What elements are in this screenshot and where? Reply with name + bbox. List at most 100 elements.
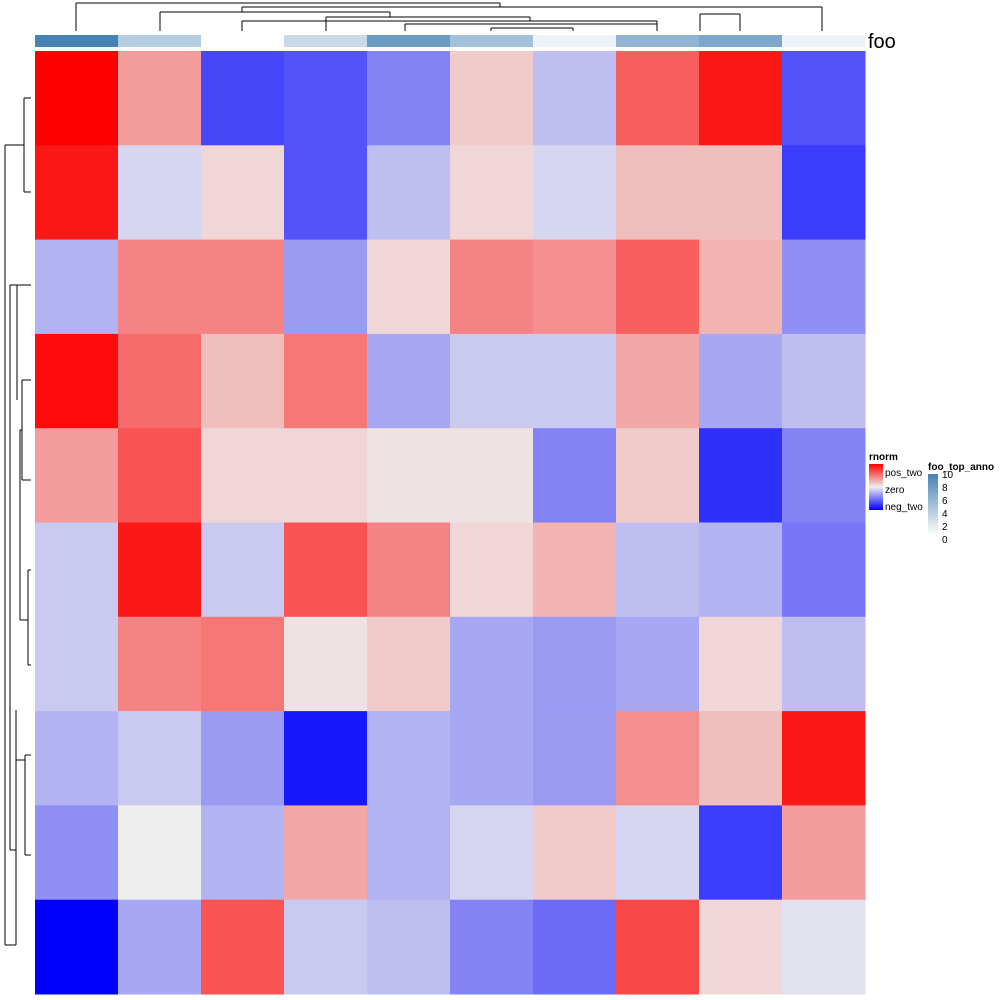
heatmap-cell	[782, 899, 866, 995]
heatmap-cell	[450, 428, 534, 523]
heatmap-cell	[450, 333, 534, 429]
heatmap-body	[35, 51, 866, 995]
heatmap-cell	[699, 428, 783, 523]
annotation-cell	[533, 35, 617, 47]
heatmap-cell	[367, 428, 451, 523]
heatmap-cell	[782, 711, 866, 806]
legend-label-foo-top-anno: 2	[942, 522, 948, 533]
heatmap-cell	[118, 145, 202, 241]
heatmap-cell	[284, 428, 368, 523]
heatmap-cell	[533, 239, 617, 335]
heatmap-cell	[35, 239, 119, 335]
heatmap-cell	[284, 145, 368, 241]
legend-colorbar-rnorm	[869, 464, 883, 510]
heatmap-cell	[201, 333, 285, 429]
heatmap-cell	[367, 239, 451, 335]
heatmap-cell	[699, 805, 783, 901]
heatmap-cell	[699, 899, 783, 995]
heatmap-cell	[118, 616, 202, 712]
heatmap-cell	[118, 805, 202, 901]
heatmap-cell	[284, 239, 368, 335]
heatmap-cell	[367, 616, 451, 712]
heatmap-cell	[616, 616, 700, 712]
heatmap-cell	[699, 333, 783, 429]
heatmap-cell	[699, 145, 783, 241]
heatmap-cell	[35, 51, 119, 146]
heatmap-cell	[782, 145, 866, 241]
heatmap-cell	[699, 522, 783, 618]
heatmap-cell	[35, 616, 119, 712]
heatmap-cell	[616, 428, 700, 523]
heatmap-cell	[118, 428, 202, 523]
heatmap-cell	[533, 616, 617, 712]
heatmap-cell	[201, 711, 285, 806]
legend-title-foo-top-anno: foo_top_anno	[928, 462, 994, 473]
legend-label-rnorm: pos_two	[885, 468, 923, 479]
heatmap-cell	[118, 239, 202, 335]
heatmap-cell	[450, 522, 534, 618]
heatmap-cell	[284, 522, 368, 618]
heatmap-cell	[616, 805, 700, 901]
annotation-cell	[616, 35, 700, 47]
heatmap-cell	[284, 899, 368, 995]
heatmap-cell	[450, 239, 534, 335]
heatmap-cell	[118, 51, 202, 146]
heatmap-cell	[699, 239, 783, 335]
annotation-cell	[450, 35, 534, 47]
annotation-cell	[35, 35, 119, 47]
heatmap-cell	[367, 899, 451, 995]
heatmap-cell	[450, 51, 534, 146]
heatmap-cell	[782, 805, 866, 901]
heatmap-cell	[782, 51, 866, 146]
heatmap-cell	[533, 711, 617, 806]
heatmap-cell	[284, 805, 368, 901]
heatmap-cell	[201, 51, 285, 146]
annotation-cell	[782, 35, 866, 47]
heatmap-cell	[367, 522, 451, 618]
heatmap-cell	[450, 145, 534, 241]
annotation-cell	[118, 35, 202, 47]
heatmap-cell	[201, 522, 285, 618]
heatmap-cell	[699, 616, 783, 712]
legend-label-foo-top-anno: 8	[942, 483, 948, 494]
heatmap-cell	[35, 711, 119, 806]
annotation-cell	[284, 35, 368, 47]
heatmap-cell	[284, 616, 368, 712]
legend-label-foo-top-anno: 0	[942, 535, 948, 546]
heatmap-cell	[699, 51, 783, 146]
legend-label-foo-top-anno: 10	[942, 470, 954, 481]
heatmap-cell	[616, 239, 700, 335]
column-dendrogram	[75, 2, 823, 31]
heatmap-cell	[782, 239, 866, 335]
legend-title-rnorm: rnorm	[869, 452, 898, 463]
legend-label-rnorm: neg_two	[885, 502, 923, 513]
heatmap-cell	[450, 805, 534, 901]
heatmap-cell	[616, 333, 700, 429]
heatmap-cell	[35, 428, 119, 523]
heatmap-cell	[782, 616, 866, 712]
heatmap-cell	[782, 428, 866, 523]
heatmap-cell	[201, 899, 285, 995]
heatmap-cell	[533, 51, 617, 146]
heatmap-cell	[533, 145, 617, 241]
heatmap-cell	[35, 333, 119, 429]
heatmap-cell	[201, 239, 285, 335]
heatmap-cell	[367, 711, 451, 806]
heatmap-cell	[616, 711, 700, 806]
heatmap-cell	[450, 899, 534, 995]
heatmap-cell	[533, 899, 617, 995]
heatmap-cell	[284, 711, 368, 806]
heatmap-cell	[367, 333, 451, 429]
heatmap-cell	[450, 616, 534, 712]
heatmap-cell	[616, 145, 700, 241]
heatmap-cell	[533, 522, 617, 618]
heatmap-cell	[533, 428, 617, 523]
row-dendrogram	[4, 97, 31, 946]
heatmap-cell	[699, 711, 783, 806]
heatmap-cell	[782, 333, 866, 429]
top-annotation-bar	[35, 35, 866, 47]
heatmap-cell	[118, 711, 202, 806]
heatmap-cell	[201, 805, 285, 901]
